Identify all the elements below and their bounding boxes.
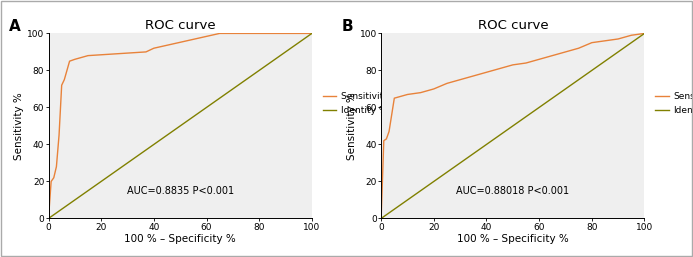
Legend: Sensitivity %, Identity %: Sensitivity %, Identity % [322,91,401,116]
X-axis label: 100 % – Specificity %: 100 % – Specificity % [457,234,569,244]
Legend: Sensitivity%, Identity%: Sensitivity%, Identity% [654,91,693,116]
Text: B: B [342,19,353,34]
Text: AUC=0.8835 P<0.001: AUC=0.8835 P<0.001 [127,186,234,196]
Y-axis label: Sensitivity %: Sensitivity % [15,92,24,160]
Text: AUC=0.88018 P<0.001: AUC=0.88018 P<0.001 [456,186,570,196]
Text: A: A [9,19,21,34]
Title: ROC curve: ROC curve [145,19,216,32]
Y-axis label: Sensitivity %: Sensitivity % [347,92,357,160]
X-axis label: 100 % – Specificity %: 100 % – Specificity % [124,234,236,244]
Title: ROC curve: ROC curve [477,19,548,32]
